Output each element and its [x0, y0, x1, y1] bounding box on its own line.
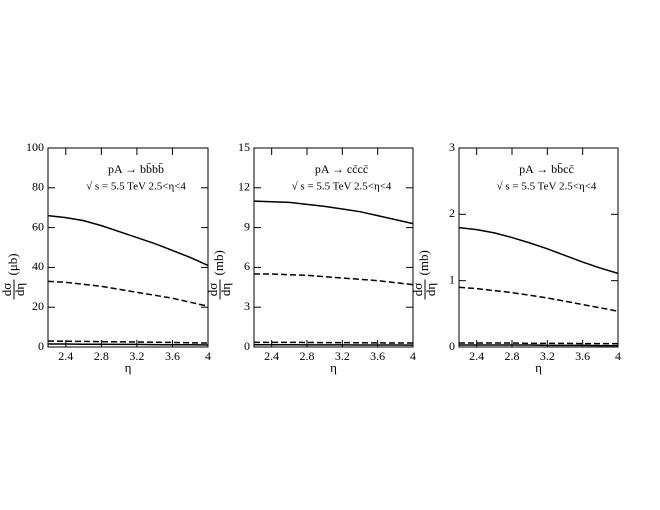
- x-tick-label: 4: [410, 349, 416, 363]
- y-label-denominator: dη: [218, 283, 233, 297]
- y-tick-label: 80: [32, 180, 44, 194]
- panel-title: pA → bb̄cc̄: [519, 162, 574, 176]
- x-tick-label: 2.4: [469, 349, 484, 363]
- plot-frame: [458, 147, 619, 348]
- data-line: [459, 342, 618, 345]
- data-line: [47, 214, 209, 267]
- panel-subtitle: √ s = 5.5 TeV 2.5<η<4: [292, 181, 392, 193]
- x-tick-label: 3.2: [540, 349, 555, 363]
- y-tick-label: 9: [244, 219, 250, 233]
- data-line: [459, 344, 618, 347]
- data-line: [47, 280, 209, 307]
- x-tick-label: 3.6: [370, 349, 385, 363]
- data-line: [254, 273, 414, 286]
- x-tick-label: 3.6: [165, 349, 180, 363]
- data-line: [458, 226, 619, 275]
- y-tick-label: 2: [449, 206, 455, 220]
- x-tick-label: 3.2: [335, 349, 350, 363]
- y-label-numerator: dσ: [0, 283, 14, 297]
- y-label-unit: (mb): [416, 250, 431, 275]
- x-tick-label: 2.4: [58, 349, 73, 363]
- x-tick-label: 2.8: [300, 349, 315, 363]
- y-tick-label: 3: [449, 140, 455, 154]
- y-tick-label: 15: [238, 140, 250, 154]
- panel-title: pA → bb̄bb̄: [108, 162, 164, 176]
- x-axis-label: η: [330, 360, 337, 375]
- y-label-numerator: dσ: [205, 283, 220, 297]
- y-label-denominator: dη: [423, 283, 438, 297]
- panel-subtitle: √ s = 5.5 TeV 2.5<η<4: [86, 181, 186, 193]
- panel-subtitle: √ s = 5.5 TeV 2.5<η<4: [497, 181, 597, 193]
- y-label-unit: (mb): [211, 250, 226, 275]
- y-label-denominator: dη: [12, 283, 27, 297]
- y-tick-label: 40: [32, 259, 44, 273]
- y-tick-label: 0: [449, 339, 455, 353]
- plot-frame: [253, 147, 414, 348]
- y-tick-label: 60: [32, 219, 44, 233]
- x-axis-label: η: [125, 360, 132, 375]
- data-line: [253, 200, 414, 225]
- panel-title: pA → cc̄cc̄: [315, 162, 368, 176]
- y-tick-label: 6: [244, 259, 250, 273]
- x-tick-label: 2.4: [264, 349, 279, 363]
- x-axis-label: η: [535, 360, 542, 375]
- y-tick-label: 0: [244, 339, 250, 353]
- y-tick-label: 100: [26, 140, 44, 154]
- x-tick-label: 4: [615, 349, 621, 363]
- x-tick-label: 2.8: [94, 349, 109, 363]
- x-tick-label: 2.8: [505, 349, 520, 363]
- x-tick-label: 3.6: [575, 349, 590, 363]
- plot-frame: [47, 147, 209, 348]
- y-label-numerator: dσ: [410, 283, 425, 297]
- data-line: [47, 340, 209, 344]
- data-line: [458, 286, 619, 312]
- data-line: [254, 341, 413, 344]
- x-tick-label: 4: [205, 349, 211, 363]
- y-tick-label: 20: [32, 299, 44, 313]
- data-line: [48, 343, 209, 346]
- y-tick-label: 3: [244, 299, 250, 313]
- x-tick-label: 3.2: [129, 349, 144, 363]
- y-label-unit: (μb): [5, 253, 20, 275]
- y-tick-label: 1: [449, 272, 455, 286]
- y-tick-label: 0: [38, 339, 44, 353]
- y-tick-label: 12: [238, 180, 250, 194]
